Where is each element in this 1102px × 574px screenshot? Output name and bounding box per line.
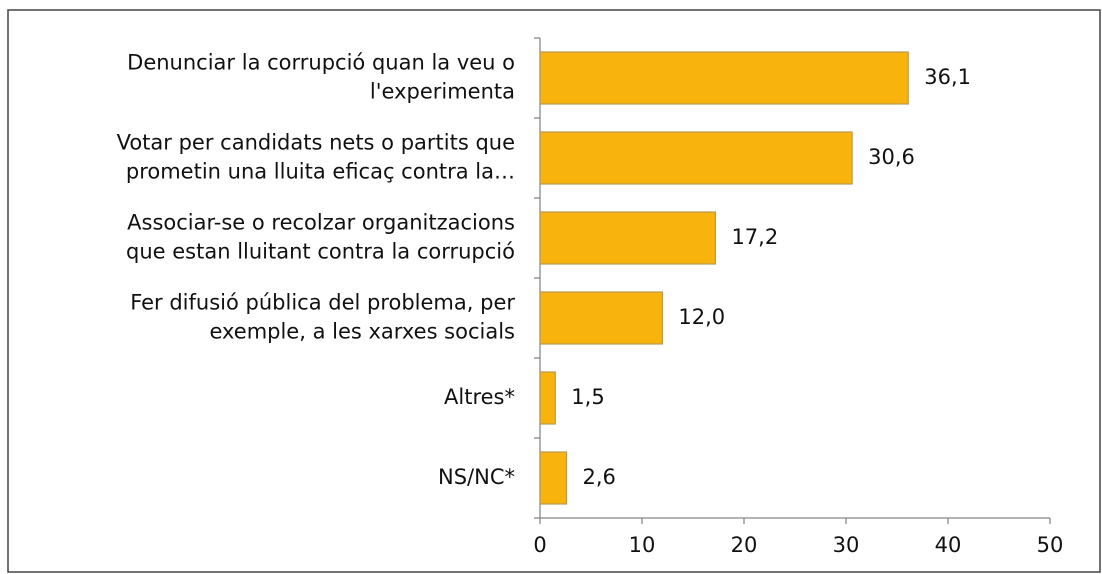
x-tick-label: 20 <box>731 533 758 557</box>
bar <box>539 131 853 185</box>
y-tick-label: Votar per candidats nets o partits que pr… <box>117 131 515 184</box>
y-tick-label: Altres* <box>444 385 515 409</box>
bar <box>539 451 568 505</box>
bar <box>539 211 717 265</box>
data-label: 17,2 <box>731 225 778 249</box>
data-label: 36,1 <box>924 65 971 89</box>
bar <box>539 51 909 105</box>
y-tick-label: Denunciar la corrupció quan la veu o l'ex… <box>127 51 515 104</box>
x-tick-label: 0 <box>533 533 546 557</box>
data-label: 30,6 <box>868 145 915 169</box>
x-tick-label: 40 <box>935 533 962 557</box>
x-tick-label: 50 <box>1037 533 1064 557</box>
data-label: 1,5 <box>571 385 604 409</box>
x-tick-label: 30 <box>833 533 860 557</box>
data-label: 12,0 <box>678 305 725 329</box>
data-label: 2,6 <box>583 465 616 489</box>
y-tick-label: NS/NC* <box>438 465 515 489</box>
bar <box>539 371 556 425</box>
bar <box>539 291 664 345</box>
y-tick-label: Associar-se o recolzar organitzacions que… <box>126 211 515 264</box>
y-tick-label: Fer difusió pública del problema, per exe… <box>130 291 515 344</box>
x-tick-label: 10 <box>629 533 656 557</box>
